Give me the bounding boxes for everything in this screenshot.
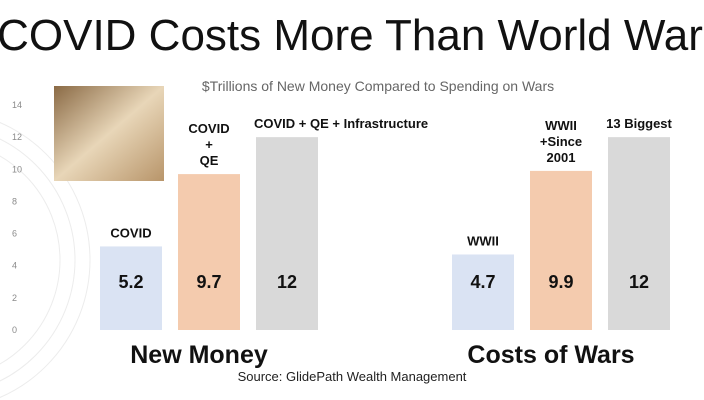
value-label: 12 <box>629 272 649 292</box>
bar-label: WWII <box>545 118 577 133</box>
bar <box>452 254 514 330</box>
bar-label: COVID + QE + Infrastructure <box>254 116 428 131</box>
bar <box>178 174 240 330</box>
bar-label: 2001 <box>547 150 576 165</box>
y-tick-label: 8 <box>12 196 17 206</box>
value-label: 5.2 <box>118 272 143 292</box>
y-tick-label: 12 <box>12 132 22 142</box>
decor-arcs <box>0 122 91 398</box>
bar <box>256 137 318 330</box>
bar-label: COVID <box>110 225 151 240</box>
bar-label: 13 Biggest <box>606 116 672 131</box>
subtitle: $Trillions of New Money Compared to Spen… <box>202 78 554 94</box>
slide-title: COVID Costs More Than World War <box>0 11 703 60</box>
bar <box>530 170 592 330</box>
value-label: 4.7 <box>470 272 495 292</box>
y-tick-label: 10 <box>12 164 22 174</box>
group-label: Costs of Wars <box>467 341 634 369</box>
y-tick-label: 2 <box>12 293 17 303</box>
money-image <box>54 86 164 181</box>
bar-label: QE <box>200 153 219 168</box>
group-label: New Money <box>130 341 268 369</box>
value-label: 9.7 <box>196 272 221 292</box>
bar-label: WWII <box>467 233 499 248</box>
bar <box>100 246 162 330</box>
y-tick-label: 0 <box>12 325 17 335</box>
bar <box>608 137 670 330</box>
bar-label: COVID <box>188 121 229 136</box>
bar-label: +Since <box>540 134 582 149</box>
y-tick-label: 4 <box>12 261 17 271</box>
y-tick-label: 6 <box>12 229 17 239</box>
bar-label: + <box>205 137 213 152</box>
value-label: 12 <box>277 272 297 292</box>
source: Source: GlidePath Wealth Management <box>238 369 467 384</box>
value-label: 9.9 <box>548 272 573 292</box>
y-tick-label: 14 <box>12 100 22 110</box>
